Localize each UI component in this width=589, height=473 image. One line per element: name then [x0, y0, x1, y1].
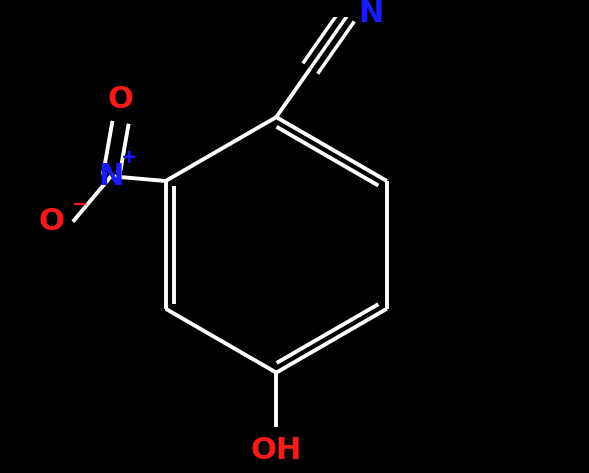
Text: O: O — [108, 85, 134, 114]
Text: N: N — [358, 0, 383, 28]
Text: +: + — [121, 148, 138, 167]
Text: N: N — [98, 162, 124, 191]
Text: O: O — [39, 207, 65, 236]
Text: OH: OH — [251, 436, 302, 464]
Text: −: − — [72, 194, 88, 213]
